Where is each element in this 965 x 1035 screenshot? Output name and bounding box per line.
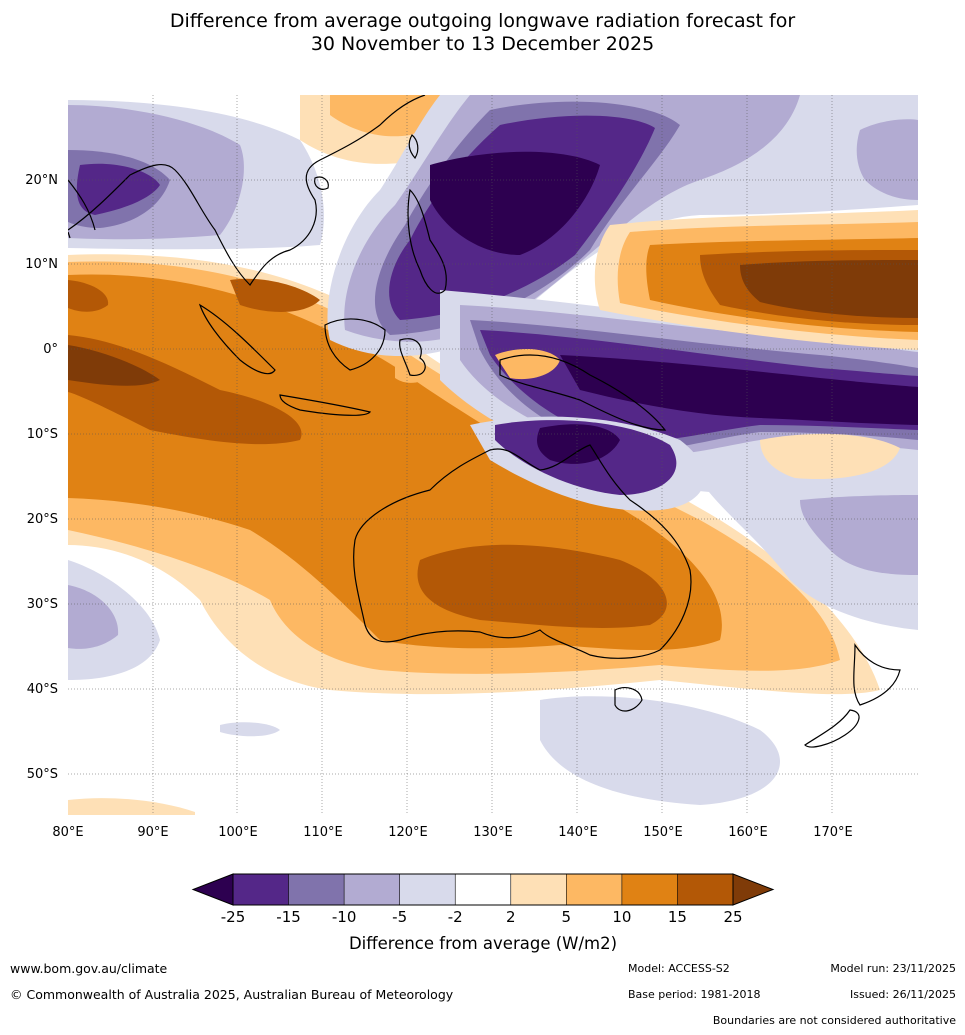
coastline-australia	[353, 444, 692, 659]
title-line-1: Difference from average outgoing longwav…	[169, 10, 796, 32]
anomaly-zone-darkest-brown-indian	[68, 345, 160, 386]
colorbar: -25 -15 -10 -5 -2 2 5 10 15 25 Difference from av…	[191, 873, 775, 953]
coastline-india	[68, 179, 96, 231]
colorbar-tick-label: -15	[276, 908, 301, 926]
colorbar-tick-label: 15	[668, 908, 687, 926]
anomaly-zone-light-purple-east	[800, 495, 918, 575]
coastline-new-zealand-south	[804, 709, 860, 748]
colorbar-swatch	[399, 874, 456, 905]
lon-tick-label: 170°E	[813, 825, 853, 840]
anomaly-zone-south-small	[220, 722, 280, 737]
colorbar-swatch	[566, 874, 622, 905]
colorbar-swatch	[677, 874, 733, 905]
footer-copyright: © Commonwealth of Australia 2025, Austra…	[10, 987, 454, 1002]
colorbar-extend-low	[191, 873, 234, 906]
chart-title: Difference from average outgoing longwav…	[0, 10, 965, 56]
lon-tick-label: 100°E	[218, 825, 258, 840]
latitude-labels: 20°N 10°N 0° 10°S 20°S 30°S 40°S 50°S	[25, 173, 58, 782]
colorbar-tick-label: 10	[612, 908, 631, 926]
coastline-sumatra	[198, 303, 276, 375]
colorbar-tick-label: 5	[562, 908, 572, 926]
lat-tick-label: 50°S	[27, 767, 58, 782]
coastlines	[68, 95, 901, 748]
coastline-new-guinea	[499, 354, 667, 431]
lon-tick-label: 130°E	[473, 825, 513, 840]
olr-anomaly-map: 20°N 10°N 0° 10°S 20°S 30°S 40°S 50°S 80…	[25, 95, 918, 840]
colorbar-swatch	[344, 874, 400, 905]
colorbar-swatch	[455, 874, 511, 905]
coastline-philippines	[407, 188, 447, 294]
lat-tick-label: 10°N	[25, 257, 58, 272]
lat-tick-label: 30°S	[27, 597, 58, 612]
coastline-taiwan	[408, 134, 419, 160]
anomaly-zone-darkest-brown-npacific	[740, 260, 918, 318]
footer-base-period: Base period: 1981-2018	[628, 988, 761, 1001]
footer-issued: Issued: 26/11/2025	[849, 988, 956, 1001]
map-field	[68, 95, 918, 815]
colorbar-tick-label: 25	[723, 908, 742, 926]
colorbar-tick-label: -5	[392, 908, 407, 926]
coastline-sulawesi	[399, 338, 426, 377]
footer-website[interactable]: www.bom.gov.au/climate	[10, 961, 168, 976]
colorbar-extend-high	[732, 873, 775, 906]
colorbar-tick-label: 2	[506, 908, 516, 926]
lon-tick-label: 150°E	[643, 825, 683, 840]
gridlines	[68, 95, 918, 815]
anomaly-zone-sw-light	[68, 585, 119, 649]
lat-tick-label: 20°N	[25, 173, 58, 188]
anomaly-zone-pale-orange-east-small	[760, 433, 900, 480]
colorbar-tick-labels: -25 -15 -10 -5 -2 2 5 10 15 25	[221, 908, 743, 926]
anomaly-zone-darkest-purple-pacific	[430, 151, 600, 255]
colorbar-swatches	[191, 873, 775, 906]
anomaly-zone-orange-sulawesi	[395, 361, 430, 383]
title-line-2: 30 November to 13 December 2025	[310, 33, 655, 55]
colorbar-swatch	[510, 874, 567, 905]
footer-disclaimer: Boundaries are not considered authoritat…	[712, 1014, 956, 1027]
lat-tick-label: 10°S	[27, 427, 58, 442]
colorbar-tick-label: -10	[332, 908, 357, 926]
anomaly-zone-darkest-purple-equator	[560, 355, 918, 425]
longitude-labels: 80°E 90°E 100°E 110°E 120°E 130°E 140°E …	[52, 825, 852, 840]
lat-tick-label: 20°S	[27, 512, 58, 527]
anomaly-zone-south-orange	[68, 798, 195, 815]
lon-tick-label: 90°E	[137, 825, 168, 840]
coastline-tasmania	[614, 687, 643, 712]
lon-tick-label: 110°E	[303, 825, 343, 840]
lon-tick-label: 160°E	[728, 825, 768, 840]
colorbar-tick-label: -25	[221, 908, 246, 926]
colorbar-label: Difference from average (W/m2)	[349, 934, 617, 953]
footer-model: Model: ACCESS-S2	[628, 962, 730, 975]
lon-tick-label: 140°E	[558, 825, 598, 840]
coastline-hainan	[314, 176, 329, 190]
anomaly-zone-purple-asia	[76, 163, 160, 215]
colorbar-swatch	[288, 874, 345, 905]
coastline-sri-lanka	[68, 231, 71, 239]
lat-tick-label: 0°	[43, 342, 58, 357]
lon-tick-label: 80°E	[52, 825, 83, 840]
anomaly-zone-brown-bay	[68, 280, 109, 312]
colorbar-swatch	[233, 874, 289, 905]
colorbar-tick-label: -2	[448, 908, 463, 926]
anomaly-zone-south-pale	[540, 696, 780, 805]
lat-tick-label: 40°S	[27, 682, 58, 697]
coastline-asia-mainland	[68, 95, 426, 286]
coastline-borneo	[324, 318, 386, 371]
footer-model-run: Model run: 23/11/2025	[830, 962, 956, 975]
coastline-java	[279, 394, 372, 416]
anomaly-zone-brown-australia	[417, 544, 667, 628]
coastline-new-zealand-north	[853, 643, 901, 706]
lon-tick-label: 120°E	[388, 825, 428, 840]
colorbar-swatch	[621, 874, 678, 905]
anomaly-zone-brown-maritime	[230, 278, 320, 312]
